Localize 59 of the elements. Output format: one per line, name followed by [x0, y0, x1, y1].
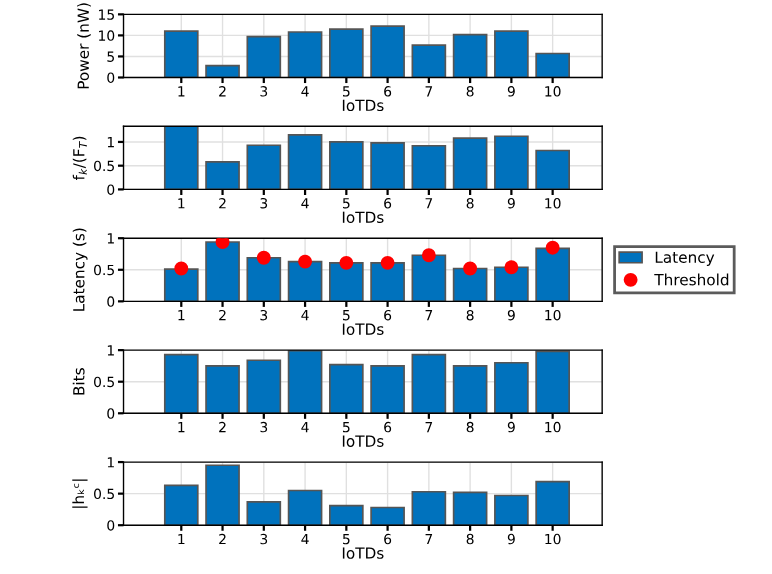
bar — [535, 52, 570, 78]
bar — [535, 350, 570, 414]
bar — [163, 126, 199, 190]
bar — [163, 30, 199, 78]
bar — [411, 254, 447, 302]
bar — [370, 25, 405, 78]
bar — [205, 161, 240, 190]
point — [380, 255, 395, 270]
bar — [452, 491, 488, 526]
bar — [452, 365, 488, 414]
bar — [287, 350, 323, 414]
bar — [328, 261, 364, 302]
bar — [287, 260, 323, 302]
point — [339, 255, 354, 270]
bar — [246, 35, 282, 78]
bar — [494, 30, 529, 78]
bar — [494, 494, 529, 526]
bar — [287, 31, 323, 78]
bar — [287, 489, 323, 526]
point — [298, 254, 313, 269]
bar — [205, 64, 240, 78]
bar — [246, 256, 282, 302]
bar — [328, 141, 364, 190]
bar — [411, 44, 447, 78]
point — [421, 248, 436, 263]
point — [215, 238, 230, 249]
point — [545, 240, 560, 255]
bar — [494, 361, 529, 414]
bar — [452, 137, 488, 190]
bar — [411, 144, 447, 190]
bar — [494, 135, 529, 190]
bar — [370, 365, 405, 414]
point — [174, 261, 189, 276]
bar — [411, 353, 447, 414]
bar — [535, 480, 570, 526]
bar — [246, 144, 282, 190]
bar — [535, 247, 570, 302]
point — [504, 260, 519, 275]
bar — [328, 28, 364, 78]
bar — [535, 149, 570, 190]
bar — [163, 484, 199, 526]
bar — [370, 261, 405, 302]
bar — [163, 268, 199, 302]
point — [463, 261, 478, 276]
bar — [328, 504, 364, 526]
bar — [205, 241, 240, 302]
bar — [411, 490, 447, 526]
bar — [494, 266, 529, 302]
bar — [370, 506, 405, 526]
bar — [287, 133, 323, 190]
point — [256, 250, 271, 265]
bar — [452, 33, 488, 78]
bar — [370, 142, 405, 190]
bar — [205, 464, 240, 526]
bar — [246, 501, 282, 526]
bar — [205, 365, 240, 414]
bar — [246, 359, 282, 414]
bar — [163, 353, 199, 414]
bar — [328, 363, 364, 414]
